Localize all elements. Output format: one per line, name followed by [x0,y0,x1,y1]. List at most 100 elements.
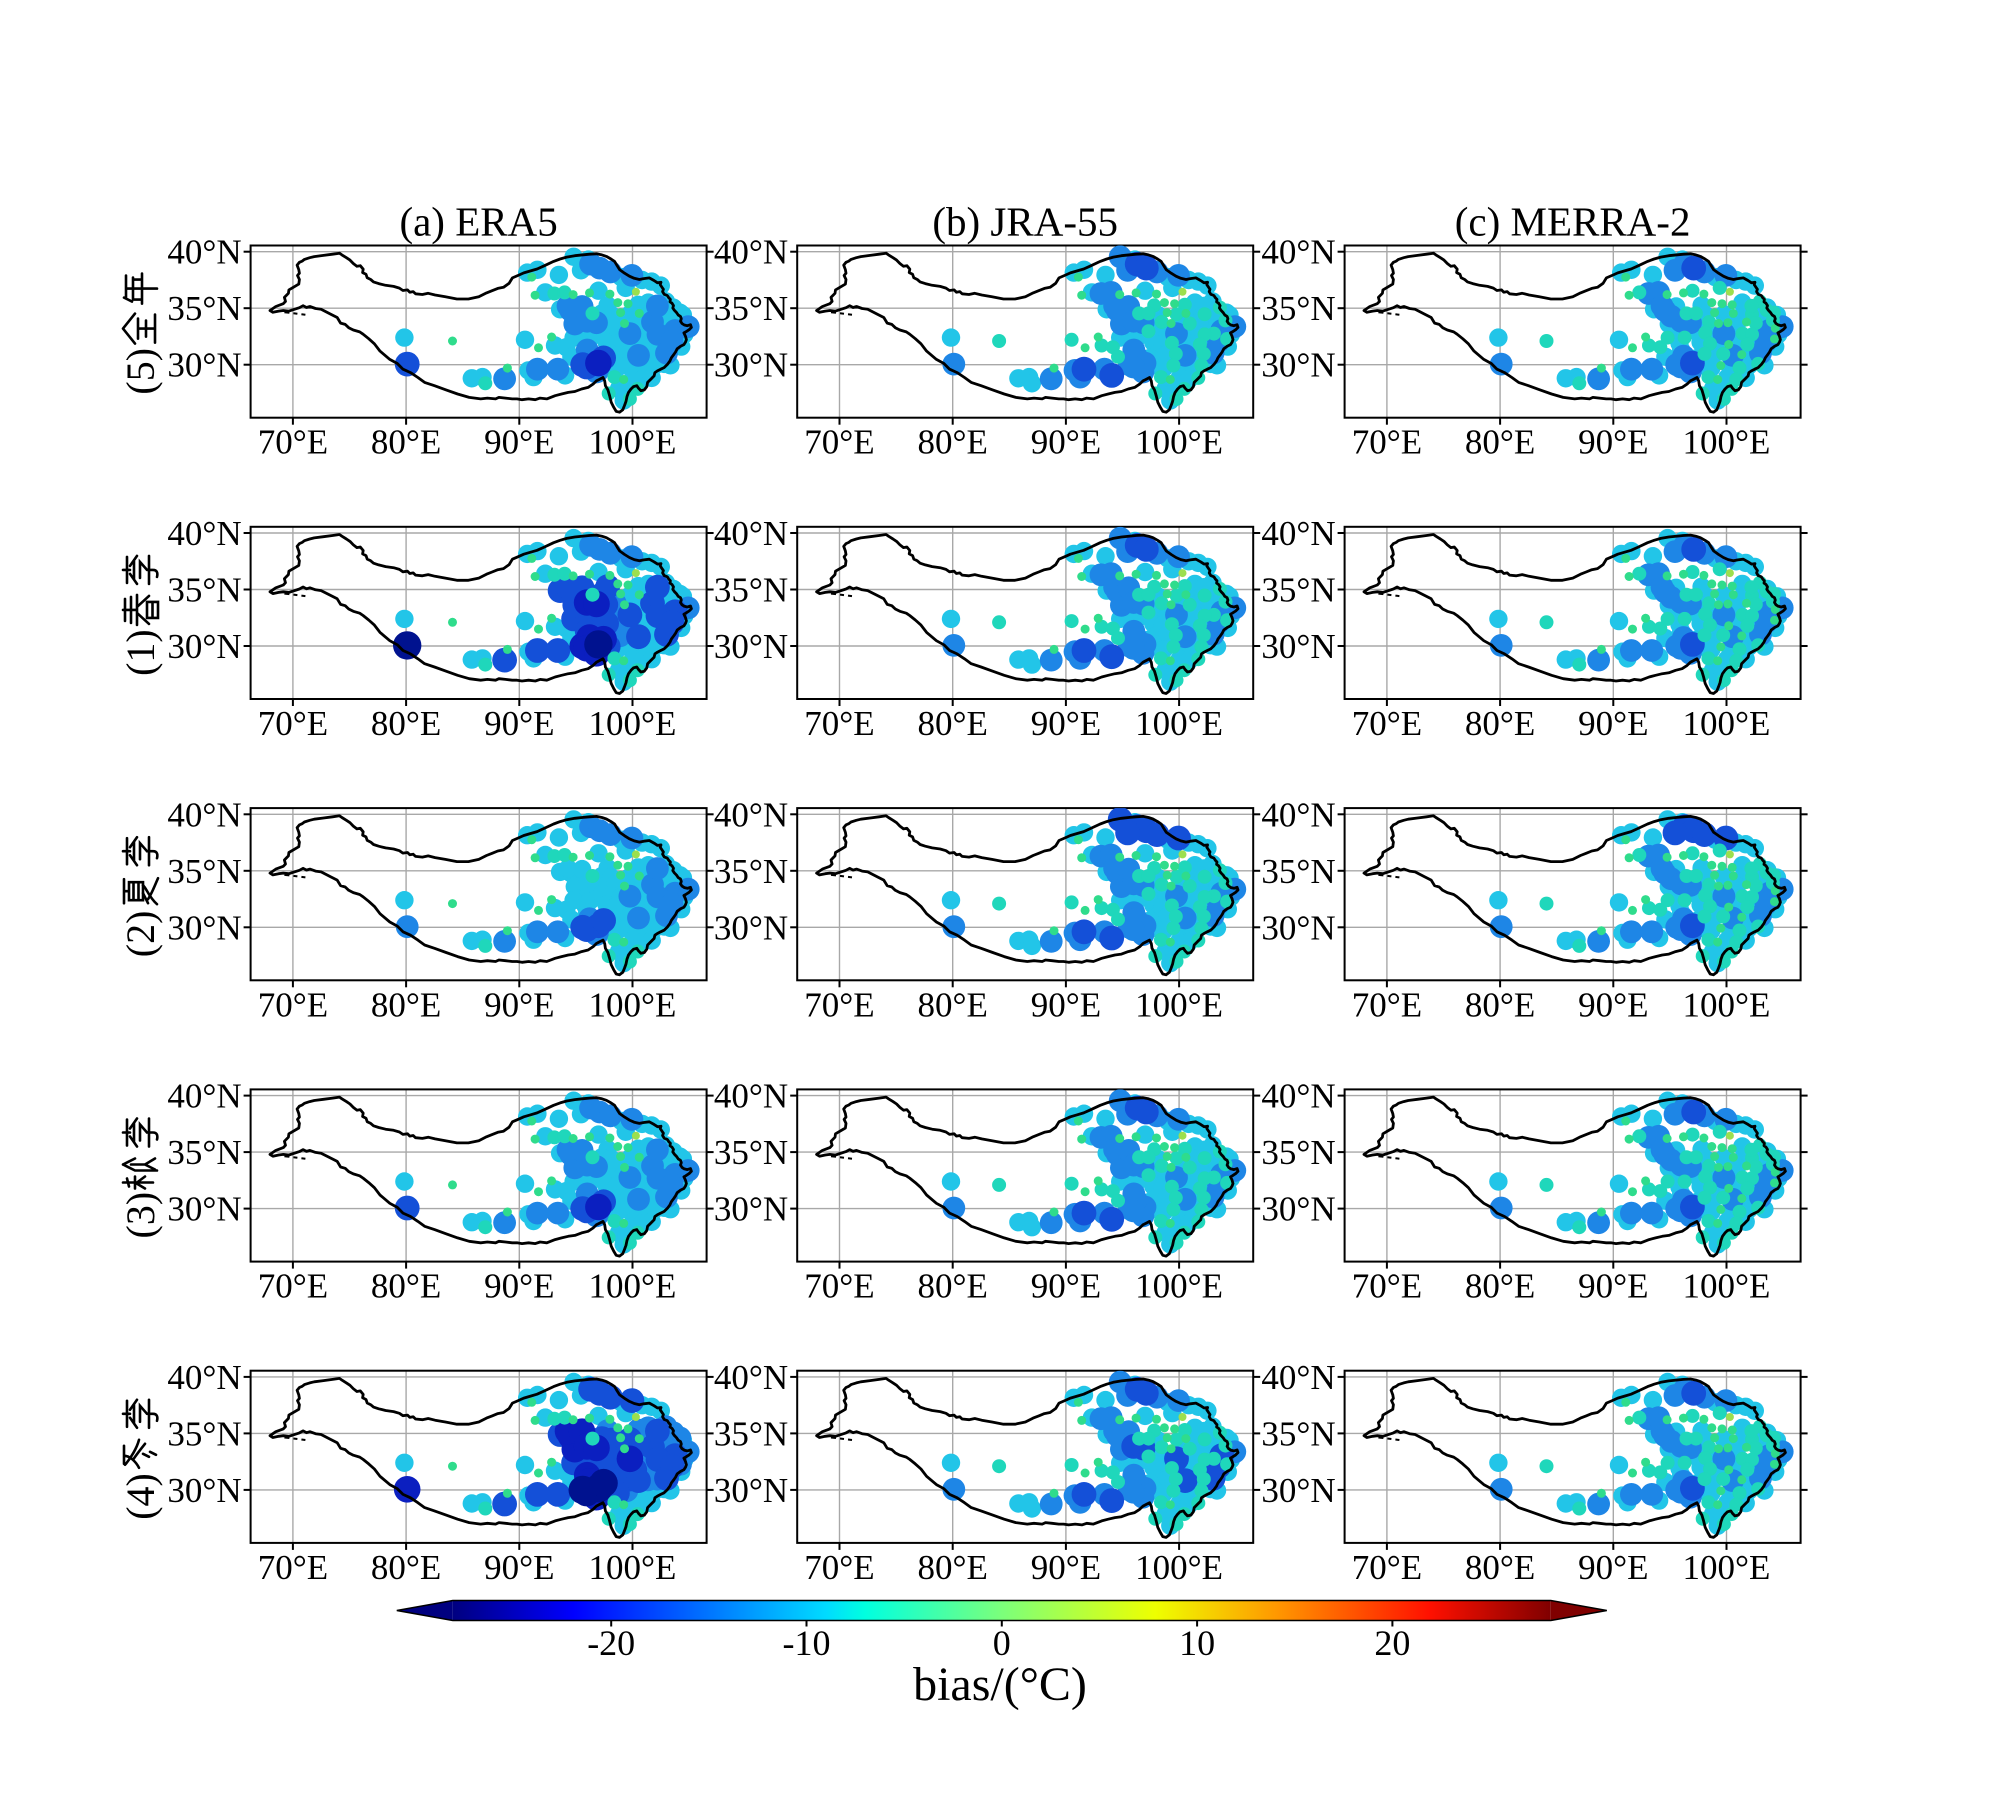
svg-text:(c) MERRA-2: (c) MERRA-2 [1455,199,1691,245]
svg-text:40°N: 40°N [1261,795,1335,834]
svg-text:100°E: 100°E [1683,1548,1771,1587]
svg-text:100°E: 100°E [1135,704,1223,743]
svg-text:90°E: 90°E [484,704,554,743]
svg-text:80°E: 80°E [918,985,988,1024]
svg-text:30°N: 30°N [714,1471,788,1510]
svg-text:-10: -10 [783,1623,831,1663]
svg-text:90°E: 90°E [1578,985,1648,1024]
svg-text:(2): (2) [118,911,163,958]
svg-text:35°N: 35°N [1261,571,1335,610]
svg-text:35°N: 35°N [167,852,241,891]
svg-text:80°E: 80°E [1465,1267,1535,1306]
svg-text:100°E: 100°E [1683,985,1771,1024]
svg-text:30°N: 30°N [1261,908,1335,947]
svg-text:40°N: 40°N [167,233,241,272]
svg-text:90°E: 90°E [484,1267,554,1306]
svg-text:35°N: 35°N [1261,1133,1335,1172]
svg-text:40°N: 40°N [714,233,788,272]
svg-text:100°E: 100°E [589,423,677,462]
svg-text:70°E: 70°E [804,985,874,1024]
svg-text:100°E: 100°E [1683,423,1771,462]
svg-text:70°E: 70°E [258,423,328,462]
svg-text:40°N: 40°N [714,795,788,834]
svg-text:80°E: 80°E [371,704,441,743]
svg-text:70°E: 70°E [1352,1267,1422,1306]
svg-text:(1): (1) [118,629,163,676]
svg-text:100°E: 100°E [589,1548,677,1587]
svg-text:20: 20 [1374,1623,1410,1663]
svg-text:80°E: 80°E [371,423,441,462]
svg-text:100°E: 100°E [589,1267,677,1306]
svg-text:70°E: 70°E [804,704,874,743]
svg-text:80°E: 80°E [1465,423,1535,462]
svg-text:30°N: 30°N [1261,1190,1335,1229]
svg-text:40°N: 40°N [167,514,241,553]
svg-text:80°E: 80°E [918,1548,988,1587]
svg-text:70°E: 70°E [804,1267,874,1306]
svg-text:40°N: 40°N [1261,1358,1335,1397]
svg-text:100°E: 100°E [1135,985,1223,1024]
svg-text:90°E: 90°E [1031,423,1101,462]
svg-text:35°N: 35°N [1261,852,1335,891]
svg-text:40°N: 40°N [167,1077,241,1116]
svg-text:70°E: 70°E [258,985,328,1024]
svg-text:90°E: 90°E [1031,985,1101,1024]
svg-text:40°N: 40°N [714,1358,788,1397]
svg-text:30°N: 30°N [1261,627,1335,666]
svg-text:40°N: 40°N [1261,233,1335,272]
svg-text:70°E: 70°E [258,1548,328,1587]
svg-text:70°E: 70°E [1352,423,1422,462]
svg-text:40°N: 40°N [714,514,788,553]
svg-text:80°E: 80°E [918,704,988,743]
svg-text:40°N: 40°N [1261,514,1335,553]
svg-text:90°E: 90°E [1578,704,1648,743]
svg-text:90°E: 90°E [1031,704,1101,743]
svg-text:100°E: 100°E [589,985,677,1024]
svg-text:100°E: 100°E [589,704,677,743]
svg-text:80°E: 80°E [1465,985,1535,1024]
svg-text:40°N: 40°N [167,1358,241,1397]
svg-text:bias/(°C): bias/(°C) [913,1658,1087,1711]
svg-text:0: 0 [993,1623,1011,1663]
svg-text:35°N: 35°N [714,1414,788,1453]
svg-text:30°N: 30°N [714,627,788,666]
svg-text:-20: -20 [587,1623,635,1663]
svg-text:80°E: 80°E [371,985,441,1024]
svg-text:100°E: 100°E [1135,423,1223,462]
svg-text:35°N: 35°N [167,289,241,328]
svg-text:80°E: 80°E [918,1267,988,1306]
svg-text:90°E: 90°E [1578,423,1648,462]
svg-text:70°E: 70°E [258,704,328,743]
svg-text:30°N: 30°N [1261,1471,1335,1510]
svg-text:30°N: 30°N [714,346,788,385]
svg-text:90°E: 90°E [484,423,554,462]
svg-text:40°N: 40°N [1261,1077,1335,1116]
svg-text:30°N: 30°N [167,346,241,385]
svg-text:70°E: 70°E [1352,1548,1422,1587]
svg-text:(a) ERA5: (a) ERA5 [399,199,557,245]
svg-text:35°N: 35°N [167,1414,241,1453]
svg-text:90°E: 90°E [1578,1548,1648,1587]
svg-text:(5): (5) [118,348,163,395]
svg-text:90°E: 90°E [1578,1267,1648,1306]
svg-text:35°N: 35°N [1261,1414,1335,1453]
svg-text:70°E: 70°E [804,1548,874,1587]
svg-text:35°N: 35°N [167,1133,241,1172]
svg-text:80°E: 80°E [371,1267,441,1306]
svg-text:(3): (3) [118,1192,163,1239]
svg-text:100°E: 100°E [1135,1267,1223,1306]
svg-text:80°E: 80°E [1465,1548,1535,1587]
svg-text:35°N: 35°N [167,571,241,610]
svg-text:70°E: 70°E [1352,704,1422,743]
svg-text:30°N: 30°N [714,908,788,947]
svg-text:35°N: 35°N [714,1133,788,1172]
svg-text:70°E: 70°E [804,423,874,462]
svg-text:80°E: 80°E [1465,704,1535,743]
svg-text:80°E: 80°E [371,1548,441,1587]
svg-text:35°N: 35°N [714,289,788,328]
svg-text:30°N: 30°N [167,627,241,666]
svg-text:30°N: 30°N [714,1190,788,1229]
svg-text:100°E: 100°E [1135,1548,1223,1587]
svg-text:35°N: 35°N [714,852,788,891]
svg-text:70°E: 70°E [1352,985,1422,1024]
